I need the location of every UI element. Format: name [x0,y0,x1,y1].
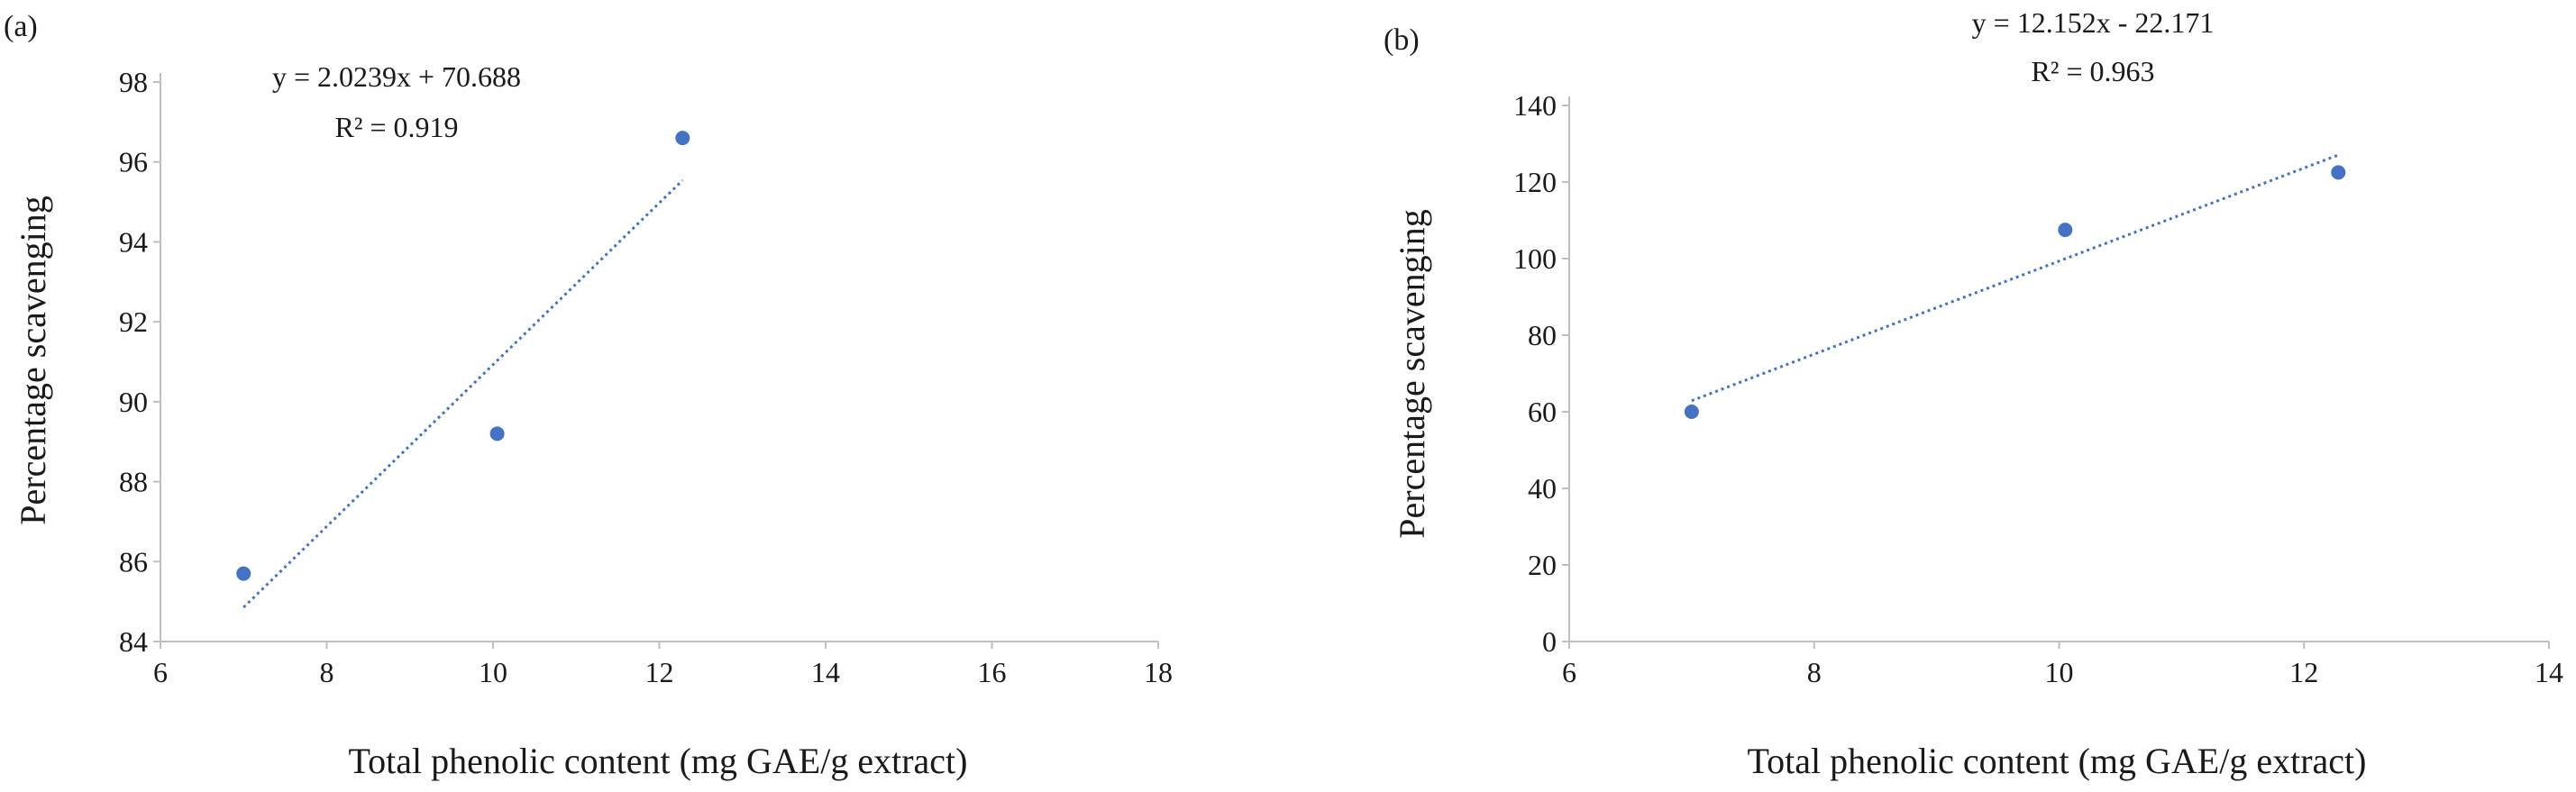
y-tick-label: 60 [1528,396,1557,428]
x-tick-label: 8 [1807,656,1822,688]
data-point [2331,165,2346,180]
y-tick-label: 120 [1513,166,1557,198]
y-tick-label: 40 [1528,472,1557,505]
y-tick-label: 98 [119,66,148,98]
x-tick-label: 12 [2289,656,2318,688]
chart-panel-b: (b) 0 20 40 60 80 100 120 140 6 8 10 12 14 Total pheno… [1384,6,2563,781]
panel-label: (a) [4,10,38,43]
regression-equation: y = 2.0239x + 70.688 [272,60,521,93]
y-tick-label: 90 [119,386,148,418]
trendline [242,178,684,609]
data-point [236,566,251,581]
x-tick-label: 14 [811,656,840,688]
regression-equation: y = 12.152x - 22.171 [1972,6,2215,39]
x-tick-label: 6 [1562,656,1576,688]
panel-label: (b) [1384,23,1420,57]
x-tick-label: 10 [2045,656,2074,688]
y-tick-label: 96 [119,146,148,178]
x-tick-label: 10 [479,656,507,688]
y-tick-label: 86 [119,545,148,578]
y-tick-label: 0 [1542,625,1557,658]
data-point [1684,405,1699,419]
y-tick-label: 84 [119,625,148,658]
y-tick-label: 92 [119,305,148,338]
y-tick-label: 80 [1528,319,1557,351]
x-tick-label: 8 [320,656,334,688]
x-tick-label: 6 [153,656,168,688]
r-squared-label: R² = 0.919 [335,111,459,143]
x-tick-label: 16 [978,656,1007,688]
x-tick-label: 12 [645,656,674,688]
y-tick-label: 20 [1528,549,1557,581]
chart-panel-a: (a) 84 86 88 90 92 94 96 98 6 8 10 12 14 16 18 Total phe… [4,10,1173,781]
data-point [489,426,505,442]
r-squared-label: R² = 0.963 [2032,55,2155,87]
trendline [1691,153,2339,403]
x-axis-title: Total phenolic content (mg GAE/g extract… [349,741,968,781]
y-axis-title: Percentage scavenging [1392,209,1432,538]
y-axis-title: Percentage scavenging [13,196,53,524]
x-axis-title: Total phenolic content (mg GAE/g extract… [1748,741,2367,781]
y-tick-label: 88 [119,466,148,498]
x-tick-label: 18 [1144,656,1173,688]
x-tick-label: 14 [2535,656,2563,688]
data-point [675,131,690,146]
y-tick-label: 94 [119,225,148,258]
y-tick-label: 100 [1513,242,1557,275]
y-tick-label: 140 [1513,89,1557,122]
data-point [2058,223,2073,238]
